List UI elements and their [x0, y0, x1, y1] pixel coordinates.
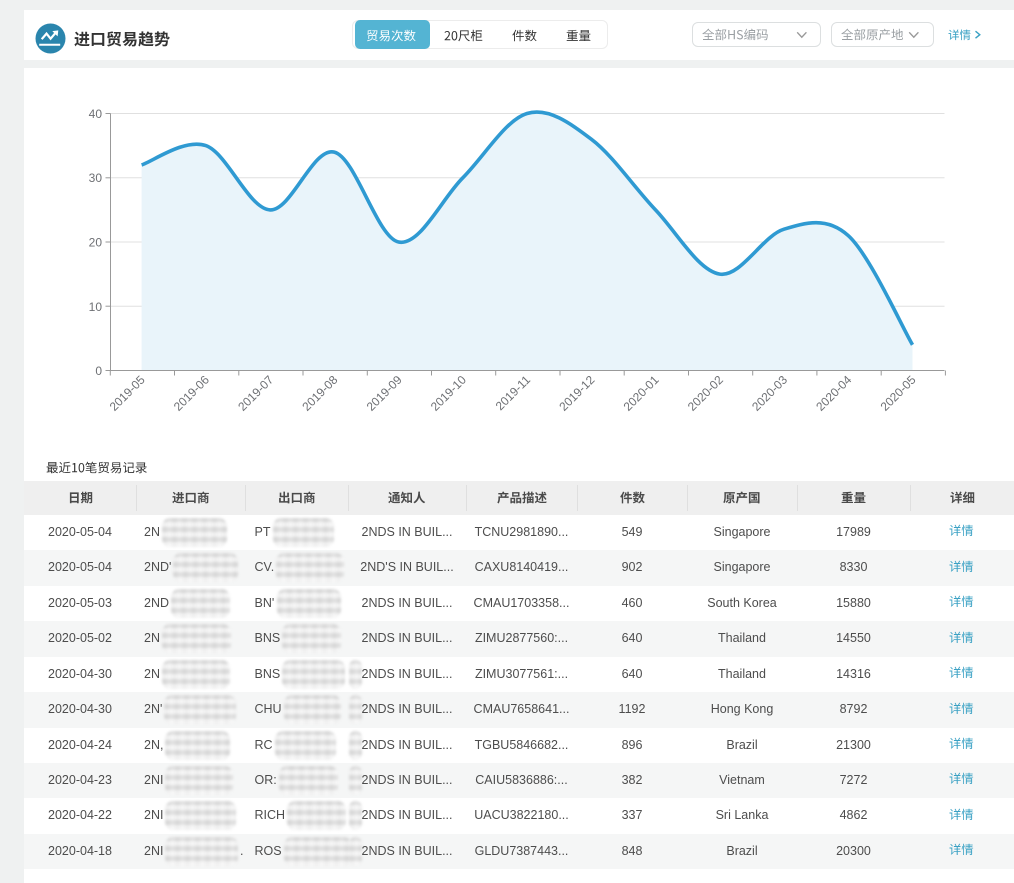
svg-text:2019-09: 2019-09 — [364, 372, 405, 413]
svg-text:10: 10 — [89, 300, 103, 314]
svg-text:2020-02: 2020-02 — [685, 372, 726, 413]
svg-text:2019-11: 2019-11 — [493, 372, 534, 413]
svg-text:2020-03: 2020-03 — [749, 372, 790, 413]
svg-text:30: 30 — [89, 171, 103, 185]
svg-text:2020-04: 2020-04 — [813, 372, 854, 413]
svg-text:2019-10: 2019-10 — [428, 372, 469, 413]
svg-text:0: 0 — [95, 364, 102, 378]
svg-text:2019-07: 2019-07 — [235, 372, 276, 413]
svg-text:2019-12: 2019-12 — [556, 372, 597, 413]
svg-text:2020-01: 2020-01 — [621, 372, 662, 413]
svg-text:2019-05: 2019-05 — [107, 372, 148, 413]
svg-text:20: 20 — [89, 236, 103, 250]
svg-text:2019-06: 2019-06 — [171, 372, 212, 413]
svg-text:2020-05: 2020-05 — [878, 372, 919, 413]
svg-text:2019-08: 2019-08 — [299, 372, 340, 413]
svg-text:40: 40 — [89, 107, 103, 121]
